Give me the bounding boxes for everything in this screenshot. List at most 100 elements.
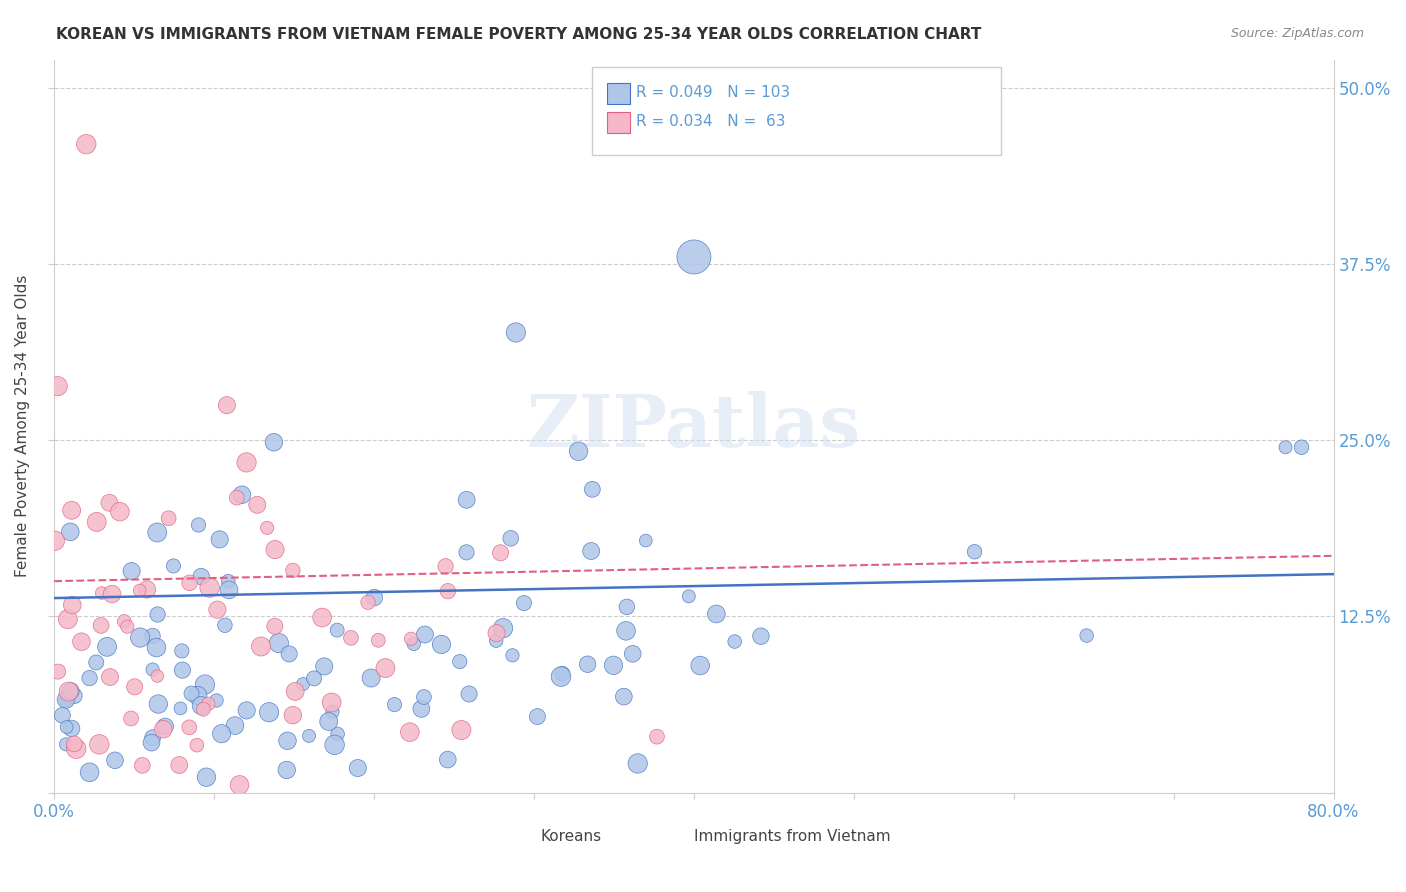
Point	[86, 515, 108, 529]
Text: R = 0.049   N = 103: R = 0.049 N = 103	[637, 85, 790, 100]
Point	[141, 736, 163, 750]
Point	[179, 720, 201, 734]
Point	[513, 596, 536, 610]
Point	[449, 655, 471, 669]
Point	[398, 725, 420, 739]
Point	[627, 756, 650, 771]
Point	[326, 623, 349, 637]
Point	[263, 435, 285, 450]
Point	[51, 708, 73, 723]
Point	[142, 731, 165, 745]
Point	[142, 629, 165, 643]
Text: Immigrants from Vietnam: Immigrants from Vietnam	[695, 829, 890, 844]
Point	[153, 719, 176, 733]
Point	[129, 631, 152, 645]
Point	[963, 545, 986, 559]
Point	[198, 581, 221, 595]
Point	[613, 690, 636, 704]
Point	[246, 498, 269, 512]
Point	[579, 544, 602, 558]
Point	[704, 607, 727, 621]
Point	[321, 695, 343, 709]
Point	[492, 621, 515, 635]
Point	[318, 714, 340, 729]
Point	[63, 689, 86, 703]
Point	[499, 531, 522, 545]
Point	[231, 488, 253, 502]
Point	[90, 618, 112, 632]
Point	[207, 602, 229, 616]
Point	[250, 640, 273, 654]
Point	[645, 730, 668, 744]
Point	[485, 633, 508, 648]
Point	[60, 503, 83, 517]
Point	[96, 640, 118, 654]
Point	[278, 647, 301, 661]
Point	[235, 455, 257, 469]
Point	[46, 665, 69, 679]
Point	[526, 709, 548, 723]
Point	[194, 677, 217, 691]
Point	[228, 778, 250, 792]
Point	[145, 640, 167, 655]
Point	[683, 250, 706, 264]
Point	[357, 595, 380, 609]
Point	[267, 636, 290, 650]
Point	[63, 737, 86, 751]
Point	[146, 607, 169, 622]
Point	[256, 521, 278, 535]
Point	[678, 589, 700, 603]
Point	[413, 627, 436, 641]
Point	[172, 663, 194, 677]
Point	[360, 671, 382, 685]
Point	[450, 723, 472, 737]
Point	[218, 582, 240, 597]
FancyBboxPatch shape	[607, 112, 630, 133]
Point	[131, 758, 153, 772]
Point	[235, 703, 257, 717]
Point	[101, 587, 124, 601]
Point	[120, 711, 142, 725]
FancyBboxPatch shape	[652, 826, 685, 847]
Point	[302, 672, 325, 686]
Point	[60, 598, 83, 612]
Point	[98, 670, 121, 684]
Point	[384, 698, 406, 712]
Point	[323, 738, 346, 752]
Point	[413, 690, 436, 704]
Point	[170, 644, 193, 658]
Point	[430, 637, 453, 651]
Point	[284, 684, 307, 698]
Point	[89, 737, 111, 751]
Point	[205, 693, 228, 707]
Point	[689, 658, 711, 673]
Point	[1274, 440, 1296, 454]
Point	[1076, 629, 1098, 643]
Point	[75, 137, 97, 152]
Point	[55, 694, 77, 708]
Point	[197, 697, 219, 711]
Point	[276, 733, 298, 747]
Text: ZIPatlas: ZIPatlas	[527, 391, 860, 461]
Point	[614, 624, 637, 638]
Point	[208, 533, 231, 547]
Point	[576, 657, 599, 672]
Point	[550, 669, 572, 683]
Point	[186, 738, 208, 752]
Point	[65, 741, 87, 756]
Point	[264, 542, 287, 557]
Point	[292, 677, 315, 691]
Point	[621, 647, 644, 661]
Point	[142, 663, 165, 677]
Point	[1291, 440, 1313, 454]
Point	[456, 492, 478, 507]
Point	[724, 634, 747, 648]
Point	[180, 687, 202, 701]
Point	[749, 629, 772, 643]
Point	[55, 737, 77, 751]
Point	[225, 491, 247, 505]
Point	[90, 586, 112, 600]
Point	[281, 563, 304, 577]
Point	[224, 718, 246, 732]
Point	[152, 723, 174, 737]
